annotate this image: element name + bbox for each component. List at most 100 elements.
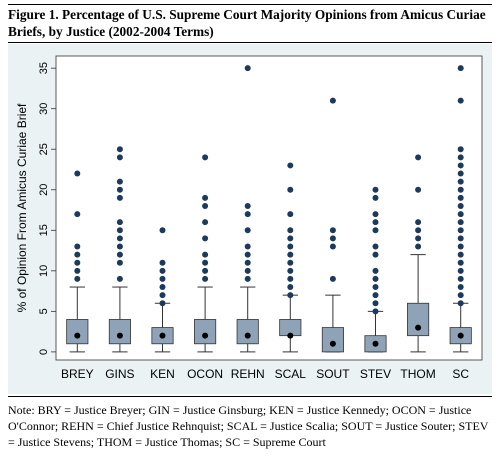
outlier-point bbox=[457, 65, 464, 72]
outlier-point bbox=[372, 243, 379, 250]
y-tick-label: 5 bbox=[38, 308, 50, 314]
box-ken bbox=[151, 227, 174, 353]
outlier-point bbox=[372, 292, 379, 299]
outlier-point bbox=[244, 259, 251, 266]
x-tick-label: GINS bbox=[105, 367, 134, 381]
outlier-point bbox=[287, 275, 294, 282]
outlier-point bbox=[457, 178, 464, 185]
box-sc bbox=[449, 65, 472, 353]
iqr-box bbox=[108, 319, 131, 345]
median-marker bbox=[457, 332, 464, 339]
x-tick-label: SC bbox=[452, 367, 469, 381]
outlier-point bbox=[457, 170, 464, 177]
median-marker bbox=[372, 340, 379, 347]
x-tick-label: SOUT bbox=[316, 367, 350, 381]
outlier-point bbox=[74, 259, 81, 266]
outlier-point bbox=[372, 211, 379, 218]
outlier-point bbox=[244, 243, 251, 250]
iqr-box bbox=[407, 302, 430, 337]
outlier-point bbox=[74, 275, 81, 282]
outlier-point bbox=[74, 251, 81, 258]
outlier-point bbox=[287, 235, 294, 242]
outlier-point bbox=[202, 202, 209, 209]
outlier-point bbox=[159, 227, 166, 234]
outlier-point bbox=[116, 154, 123, 161]
box-gins bbox=[108, 146, 131, 353]
outlier-point bbox=[287, 243, 294, 250]
outlier-point bbox=[116, 219, 123, 226]
outlier-point bbox=[372, 227, 379, 234]
outlier-point bbox=[457, 97, 464, 104]
outlier-point bbox=[329, 97, 336, 104]
outlier-point bbox=[202, 267, 209, 274]
x-tick-label: REHN bbox=[231, 367, 265, 381]
outlier-point bbox=[74, 211, 81, 218]
outlier-point bbox=[457, 202, 464, 209]
outlier-point bbox=[202, 154, 209, 161]
outlier-point bbox=[372, 308, 379, 315]
y-tick-label: 35 bbox=[38, 62, 50, 74]
outlier-point bbox=[244, 211, 251, 218]
outlier-point bbox=[159, 267, 166, 274]
y-tick-label: 15 bbox=[38, 224, 50, 236]
outlier-point bbox=[287, 186, 294, 193]
outlier-point bbox=[457, 259, 464, 266]
outlier-point bbox=[202, 194, 209, 201]
outlier-point bbox=[372, 267, 379, 274]
median-marker bbox=[287, 332, 294, 339]
outlier-point bbox=[202, 219, 209, 226]
title-top-rule bbox=[8, 4, 492, 5]
outlier-point bbox=[415, 154, 422, 161]
x-axis: BREY GINS KEN OCON REHN SCAL SOUT STEV THOM SC bbox=[61, 367, 469, 381]
iqr-box bbox=[321, 327, 344, 353]
outlier-point bbox=[116, 194, 123, 201]
outlier-point bbox=[287, 162, 294, 169]
outlier-point bbox=[116, 178, 123, 185]
median-marker bbox=[159, 332, 166, 339]
median-marker bbox=[116, 332, 123, 339]
outlier-point bbox=[415, 219, 422, 226]
outlier-point bbox=[159, 259, 166, 266]
median-marker bbox=[244, 332, 251, 339]
outlier-point bbox=[329, 227, 336, 234]
outlier-point bbox=[457, 154, 464, 161]
outlier-point bbox=[457, 186, 464, 193]
outlier-point bbox=[457, 219, 464, 226]
y-tick-label: 25 bbox=[38, 143, 50, 155]
median-marker bbox=[415, 324, 422, 331]
outlier-point bbox=[372, 194, 379, 201]
outlier-point bbox=[287, 227, 294, 234]
box-thom bbox=[407, 154, 430, 353]
outlier-point bbox=[287, 284, 294, 291]
y-tick-label: 30 bbox=[38, 103, 50, 115]
outlier-point bbox=[159, 284, 166, 291]
outlier-point bbox=[116, 186, 123, 193]
outlier-point bbox=[457, 292, 464, 299]
outlier-point bbox=[287, 259, 294, 266]
figure-note: Note: BRY = Justice Breyer; GIN = Justic… bbox=[8, 403, 489, 449]
outlier-point bbox=[415, 227, 422, 234]
note-rule bbox=[8, 396, 492, 397]
outlier-point bbox=[202, 275, 209, 282]
chart-panel: 0 5 10 15 20 25 30 35 BREY GINS KEN OCON REHN SCAL SO… bbox=[8, 44, 492, 394]
x-tick-label: SCAL bbox=[275, 367, 307, 381]
outlier-point bbox=[372, 275, 379, 282]
boxplot-chart: 0 5 10 15 20 25 30 35 BREY GINS KEN OCON REHN SCAL SO… bbox=[15, 55, 483, 381]
box-brey bbox=[66, 170, 89, 353]
x-tick-label: THOM bbox=[400, 367, 435, 381]
outlier-point bbox=[244, 275, 251, 282]
outlier-point bbox=[287, 292, 294, 299]
title-bottom-rule bbox=[8, 42, 492, 43]
box-scal bbox=[279, 162, 302, 353]
outlier-point bbox=[74, 243, 81, 250]
outlier-point bbox=[116, 259, 123, 266]
box-sout bbox=[321, 97, 344, 353]
x-tick-label: OCON bbox=[187, 367, 223, 381]
outlier-point bbox=[457, 267, 464, 274]
iqr-box bbox=[236, 319, 259, 345]
outlier-point bbox=[74, 170, 81, 177]
iqr-box bbox=[66, 319, 89, 345]
outlier-point bbox=[244, 227, 251, 234]
outlier-point bbox=[415, 186, 422, 193]
outlier-point bbox=[457, 146, 464, 153]
